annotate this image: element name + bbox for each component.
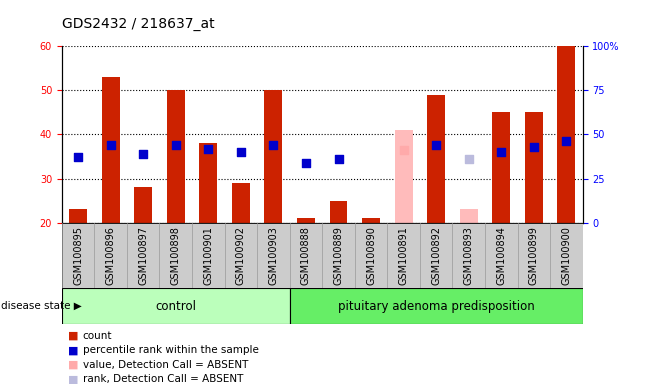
Text: GSM100897: GSM100897: [138, 226, 148, 285]
Point: [171, 142, 181, 148]
Text: ■: ■: [68, 345, 79, 355]
Point: [138, 151, 148, 157]
Text: ■: ■: [68, 374, 79, 384]
Text: GSM100890: GSM100890: [366, 226, 376, 285]
Text: GSM100899: GSM100899: [529, 226, 539, 285]
Point: [203, 146, 214, 152]
Text: GSM100896: GSM100896: [105, 226, 116, 285]
Bar: [69, 210, 87, 223]
Bar: [232, 183, 250, 223]
Text: GSM100894: GSM100894: [496, 226, 506, 285]
Point: [105, 142, 116, 148]
Text: GDS2432 / 218637_at: GDS2432 / 218637_at: [62, 17, 214, 31]
Text: GSM100893: GSM100893: [464, 226, 474, 285]
Point: [398, 147, 409, 153]
Point: [301, 160, 311, 166]
Text: GSM100903: GSM100903: [268, 226, 279, 285]
Text: GSM100892: GSM100892: [431, 226, 441, 285]
Bar: [297, 218, 315, 223]
Point: [268, 142, 279, 148]
Bar: [290, 288, 583, 324]
Point: [464, 156, 474, 162]
Text: GSM100900: GSM100900: [561, 226, 572, 285]
Text: ■: ■: [68, 360, 79, 370]
Text: GSM100901: GSM100901: [203, 226, 214, 285]
Text: GSM100902: GSM100902: [236, 226, 246, 285]
Bar: [362, 218, 380, 223]
Bar: [329, 200, 348, 223]
Text: disease state ▶: disease state ▶: [1, 301, 81, 311]
Text: rank, Detection Call = ABSENT: rank, Detection Call = ABSENT: [83, 374, 243, 384]
Text: GSM100898: GSM100898: [171, 226, 181, 285]
Point: [73, 154, 83, 161]
Text: GSM100891: GSM100891: [398, 226, 409, 285]
Bar: [102, 77, 120, 223]
Point: [529, 144, 539, 150]
Bar: [199, 143, 217, 223]
Bar: [264, 90, 283, 223]
Bar: [460, 210, 478, 223]
Text: GSM100889: GSM100889: [333, 226, 344, 285]
Point: [496, 149, 506, 155]
Point: [431, 142, 441, 148]
Text: count: count: [83, 331, 112, 341]
Text: pituitary adenoma predisposition: pituitary adenoma predisposition: [338, 300, 534, 313]
Bar: [62, 288, 290, 324]
Text: GSM100895: GSM100895: [73, 226, 83, 285]
Text: percentile rank within the sample: percentile rank within the sample: [83, 345, 258, 355]
Bar: [134, 187, 152, 223]
Bar: [557, 46, 575, 223]
Bar: [492, 112, 510, 223]
Text: control: control: [156, 300, 196, 313]
Text: GSM100888: GSM100888: [301, 226, 311, 285]
Bar: [395, 130, 413, 223]
Bar: [427, 94, 445, 223]
Bar: [167, 90, 185, 223]
Point: [561, 138, 572, 144]
Point: [236, 149, 246, 155]
Text: value, Detection Call = ABSENT: value, Detection Call = ABSENT: [83, 360, 248, 370]
Bar: [525, 112, 543, 223]
Text: ■: ■: [68, 331, 79, 341]
Point: [333, 156, 344, 162]
